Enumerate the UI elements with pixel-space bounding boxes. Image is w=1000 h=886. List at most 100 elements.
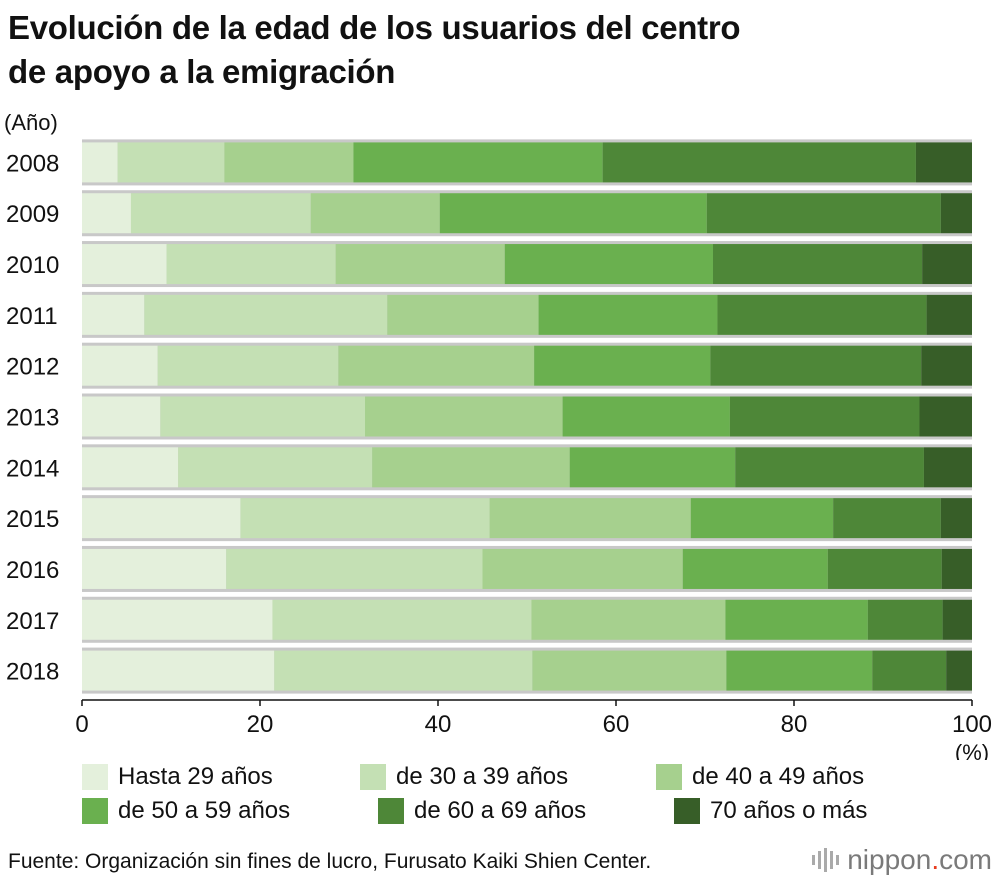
bar-segment-2018-s0 bbox=[82, 650, 275, 691]
bar-segment-2009-s3 bbox=[439, 193, 707, 234]
legend-swatch bbox=[674, 798, 700, 824]
bar-segment-2010-s5 bbox=[922, 244, 972, 285]
bar-segment-2015-s0 bbox=[82, 498, 241, 539]
brand-dot: . bbox=[931, 844, 940, 875]
sound-wave-icon bbox=[812, 848, 840, 872]
bar-segment-2017-s1 bbox=[272, 599, 532, 640]
brand-name: nippon bbox=[847, 844, 932, 875]
bar-segment-2012-s2 bbox=[338, 345, 535, 386]
bar-segment-2018-s4 bbox=[872, 650, 947, 691]
legend-label: Hasta 29 años bbox=[118, 763, 273, 790]
y-axis-title: (Año) bbox=[4, 110, 58, 135]
bar-segment-2015-s2 bbox=[489, 498, 691, 539]
x-tick-label: 80 bbox=[781, 711, 808, 738]
x-tick-label: 100 bbox=[952, 711, 992, 738]
bar-segment-2016-s1 bbox=[226, 548, 483, 589]
bar-segment-2015-s1 bbox=[240, 498, 490, 539]
x-tick-label: 20 bbox=[247, 711, 274, 738]
legend: Hasta 29 años de 30 a 39 años de 40 a 49… bbox=[82, 762, 982, 842]
bar-segment-2013-s5 bbox=[919, 396, 972, 437]
bar-segment-2009-s1 bbox=[130, 193, 311, 234]
x-axis-unit: (%) bbox=[955, 740, 989, 760]
year-label: 2015 bbox=[6, 506, 59, 533]
brand-suffix: com bbox=[939, 844, 992, 875]
bar-segment-2009-s0 bbox=[82, 193, 131, 234]
chart-title: Evolución de la edad de los usuarios del… bbox=[8, 6, 988, 94]
year-label: 2008 bbox=[6, 150, 59, 177]
bar-segment-2014-s1 bbox=[178, 447, 373, 488]
bar-segment-2016-s3 bbox=[682, 548, 828, 589]
bar-segment-2012-s5 bbox=[921, 345, 972, 386]
year-label: 2010 bbox=[6, 252, 59, 279]
bar-segment-2014-s5 bbox=[923, 447, 972, 488]
year-label: 2011 bbox=[6, 303, 58, 330]
year-label: 2017 bbox=[6, 608, 59, 635]
bar-segment-2018-s3 bbox=[726, 650, 873, 691]
bar-segment-2015-s5 bbox=[940, 498, 972, 539]
legend-swatch bbox=[360, 764, 386, 790]
source-note: Fuente: Organización sin fines de lucro,… bbox=[8, 850, 652, 873]
bar-segment-2014-s2 bbox=[372, 447, 570, 488]
bar-segment-2010-s1 bbox=[166, 244, 336, 285]
bar-segment-2010-s4 bbox=[713, 244, 923, 285]
bar-segment-2017-s3 bbox=[725, 599, 868, 640]
x-tick-label: 60 bbox=[603, 711, 630, 738]
legend-label: de 60 a 69 años bbox=[414, 797, 587, 824]
bar-segment-2010-s2 bbox=[335, 244, 505, 285]
legend-swatch bbox=[82, 798, 108, 824]
bar-segment-2018-s1 bbox=[274, 650, 533, 691]
year-label: 2009 bbox=[6, 201, 59, 228]
bar-segment-2009-s4 bbox=[706, 193, 941, 234]
bar-segment-2011-s2 bbox=[387, 294, 539, 335]
bar-segment-2013-s4 bbox=[729, 396, 920, 437]
bar-segment-2011-s1 bbox=[144, 294, 388, 335]
nippon-logo: nippon. com bbox=[812, 844, 992, 876]
legend-swatch bbox=[656, 764, 682, 790]
legend-label: de 30 a 39 años bbox=[396, 763, 569, 790]
bar-segment-2017-s4 bbox=[867, 599, 943, 640]
bar-segment-2011-s0 bbox=[82, 294, 145, 335]
legend-item-50-59: de 50 a 59 años bbox=[82, 796, 290, 826]
bar-segment-2016-s0 bbox=[82, 548, 227, 589]
bar-segment-2013-s3 bbox=[562, 396, 730, 437]
bar-segment-2012-s3 bbox=[534, 345, 711, 386]
bar-segment-2013-s1 bbox=[160, 396, 366, 437]
bar-segment-2014-s3 bbox=[569, 447, 736, 488]
bar-segment-2012-s4 bbox=[710, 345, 922, 386]
stacked-bar-chart: 2008 2009 2010 2011 2012 2013 2014 2015 2016 2017… bbox=[4, 110, 992, 760]
legend-label: de 50 a 59 años bbox=[118, 797, 291, 824]
bar-segment-2016-s5 bbox=[941, 548, 972, 589]
bar-segment-2017-s2 bbox=[531, 599, 726, 640]
bar-segment-2008-s4 bbox=[602, 142, 916, 183]
bar-segment-2010-s3 bbox=[504, 244, 714, 285]
bar-segment-2008-s3 bbox=[353, 142, 603, 183]
bar-segment-2008-s1 bbox=[117, 142, 225, 183]
legend-label: 70 años o más bbox=[710, 797, 868, 824]
bar-segment-2008-s2 bbox=[224, 142, 354, 183]
legend-item-30-39: de 30 a 39 años bbox=[360, 762, 568, 792]
bar-segment-2014-s0 bbox=[82, 447, 179, 488]
bar-segment-2014-s4 bbox=[735, 447, 924, 488]
bar-segment-2018-s2 bbox=[532, 650, 727, 691]
bar-segment-2016-s2 bbox=[482, 548, 683, 589]
legend-item-40-49: de 40 a 49 años bbox=[656, 762, 864, 792]
bar-segment-2012-s1 bbox=[157, 345, 339, 386]
bar-segment-2013-s2 bbox=[365, 396, 563, 437]
bar-segment-2008-s5 bbox=[915, 142, 972, 183]
legend-item-70-plus: 70 años o más bbox=[674, 796, 867, 826]
year-label: 2013 bbox=[6, 405, 59, 432]
legend-label: de 40 a 49 años bbox=[692, 763, 865, 790]
year-label: 2018 bbox=[6, 659, 59, 686]
bar-segment-2008-s0 bbox=[82, 142, 118, 183]
x-tick-label: 0 bbox=[75, 711, 88, 738]
bar-segment-2015-s3 bbox=[690, 498, 834, 539]
bar-segment-2011-s3 bbox=[538, 294, 718, 335]
year-label: 2016 bbox=[6, 557, 59, 584]
bar-segment-2017-s5 bbox=[942, 599, 972, 640]
bar-segment-2013-s0 bbox=[82, 396, 161, 437]
bar-segment-2017-s0 bbox=[82, 599, 273, 640]
bar-segment-2011-s5 bbox=[926, 294, 972, 335]
bar-segment-2016-s4 bbox=[827, 548, 942, 589]
legend-swatch bbox=[378, 798, 404, 824]
legend-item-60-69: de 60 a 69 años bbox=[378, 796, 586, 826]
